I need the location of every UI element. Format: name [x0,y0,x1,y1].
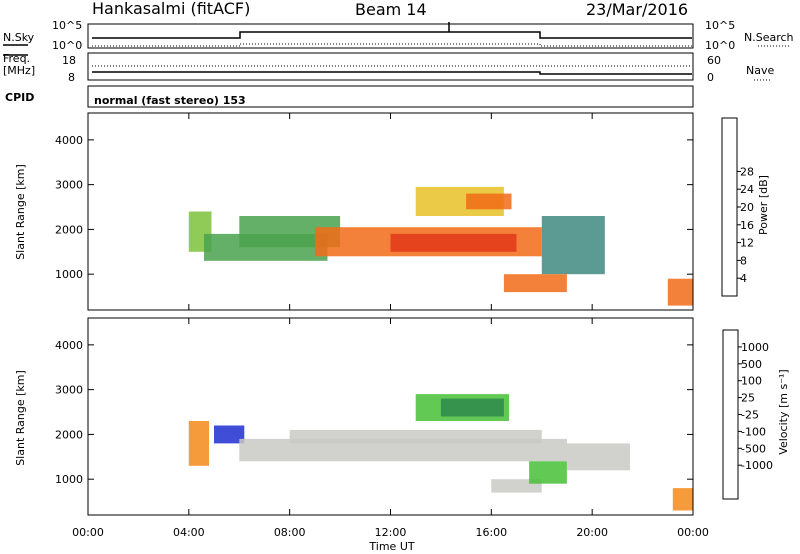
freq-trace [92,71,692,75]
nsky-panel: N.Sky 10^5 10^0 10^5 10^0 N.Search [3,19,794,52]
x-tick-label: 12:00 [375,526,407,539]
velocity-panel: 1000 2000 3000 4000 Slant Range [km] 1000 50… [14,317,790,516]
nsky-tick-bottom: 10^0 [52,39,82,52]
colorbar-tick-label: 16 [740,219,754,232]
nsearch-tick-bottom: 10^0 [705,39,735,52]
nsearch-tick-top: 10^5 [705,19,735,32]
y-tick-label: 2000 [55,428,83,441]
colorbar-tick-label: 500 [741,358,762,371]
x-tick-label: 20:00 [576,526,608,539]
nsearch-trace [92,43,692,47]
echo-region-0 [188,421,209,466]
colorbar-tick-label: 100 [741,375,762,388]
colorbar-tick-label: 4 [740,272,747,285]
nsky-frame [87,23,694,49]
y-tick-label: 3000 [55,384,83,397]
colorbar-frame [722,329,739,500]
y-tick-label: 1000 [55,473,83,486]
nave-tick-top: 60 [707,54,721,67]
velocity-regions [188,394,693,511]
cpid-label: CPID [5,91,34,104]
colorbar-tick-label: 12 [740,237,754,250]
echo-region-9 [667,278,693,306]
freq-label-2: [MHz] [3,64,35,77]
colorbar-tick-label: -25 [741,409,759,422]
power-regions [188,186,693,306]
x-tick-label: 16:00 [475,526,507,539]
echo-region-4 [390,233,517,252]
velocity-colorbar: 1000 500 100 25 -25 -100 -500 -1000 [722,329,773,500]
x-tick-label: 08:00 [274,526,306,539]
cpid-frame [87,85,694,108]
y-tick-label: 1000 [55,268,83,281]
power-ylabel: Slant Range [km] [14,164,27,260]
echo-region-9 [672,488,693,511]
colorbar-tick-label: 20 [740,201,754,214]
velocity-ylabel: Slant Range [km] [14,370,27,466]
colorbar-tick-label: 8 [740,254,747,267]
power-y-axis: 1000 2000 3000 4000 [55,134,693,281]
colorbar-frame [721,117,738,297]
power-panel: 1000 2000 3000 4000 Slant Range [km] 4 8 12 16… [14,112,770,311]
velocity-y-axis: 1000 2000 3000 4000 [55,339,693,486]
date-title: 23/Mar/2016 [586,0,688,19]
nsky-trace [92,31,692,39]
colorbar-tick-label: 25 [741,392,755,405]
colorbar-tick-label: -1000 [741,459,773,472]
echo-region-2 [239,438,568,462]
freq-frame [87,52,694,81]
power-colorbar: 4 8 12 16 20 24 28 [721,117,754,297]
x-tick-label: 00:00 [72,526,104,539]
y-tick-label: 2000 [55,223,83,236]
echo-region-8 [567,443,630,471]
cpid-text: normal (fast stereo) 153 [94,94,246,107]
freq-tick-bottom: 8 [68,71,75,84]
velocity-colorbar-label: Velocity [m s⁻¹] [777,369,790,454]
cpid-panel: CPID normal (fast stereo) 153 [5,85,694,108]
nsky-tick-top: 10^5 [52,19,82,32]
x-tick-label: 00:00 [677,526,709,539]
colorbar-tick-label: 1000 [741,341,769,354]
nave-label: Nave [746,64,774,77]
echo-region-6 [466,193,512,210]
nsearch-label: N.Search [744,31,794,44]
echo-region-5 [440,398,504,417]
freq-panel: Freq. [MHz] 18 8 60 0 Nave [3,52,774,84]
beam-title: Beam 14 [355,0,427,19]
station-title: Hankasalmi (fitACF) [92,0,250,18]
y-tick-label: 4000 [55,339,83,352]
nave-tick-bottom: 0 [707,71,714,84]
x-tick-label: 04:00 [173,526,205,539]
echo-region-7 [529,461,567,484]
nsky-label: N.Sky [3,31,35,44]
echo-region-3 [289,429,542,444]
colorbar-tick-label: -500 [741,442,766,455]
y-tick-label: 4000 [55,134,83,147]
colorbar-tick-label: 24 [740,183,754,196]
time-axis: 00:00 04:00 08:00 12:00 16:00 20:00 00:00 [72,113,709,539]
y-tick-label: 3000 [55,179,83,192]
echo-region-8 [503,274,567,293]
colorbar-tick-label: 28 [740,165,754,178]
velocity-frame [87,317,694,516]
echo-region-7 [541,216,605,275]
time-axis-label: Time UT [368,540,414,553]
colorbar-tick-label: -100 [741,425,766,438]
power-colorbar-label: Power [dB] [757,175,770,235]
echo-region-1 [214,425,245,444]
power-frame [87,112,694,311]
freq-tick-top: 18 [62,54,76,67]
